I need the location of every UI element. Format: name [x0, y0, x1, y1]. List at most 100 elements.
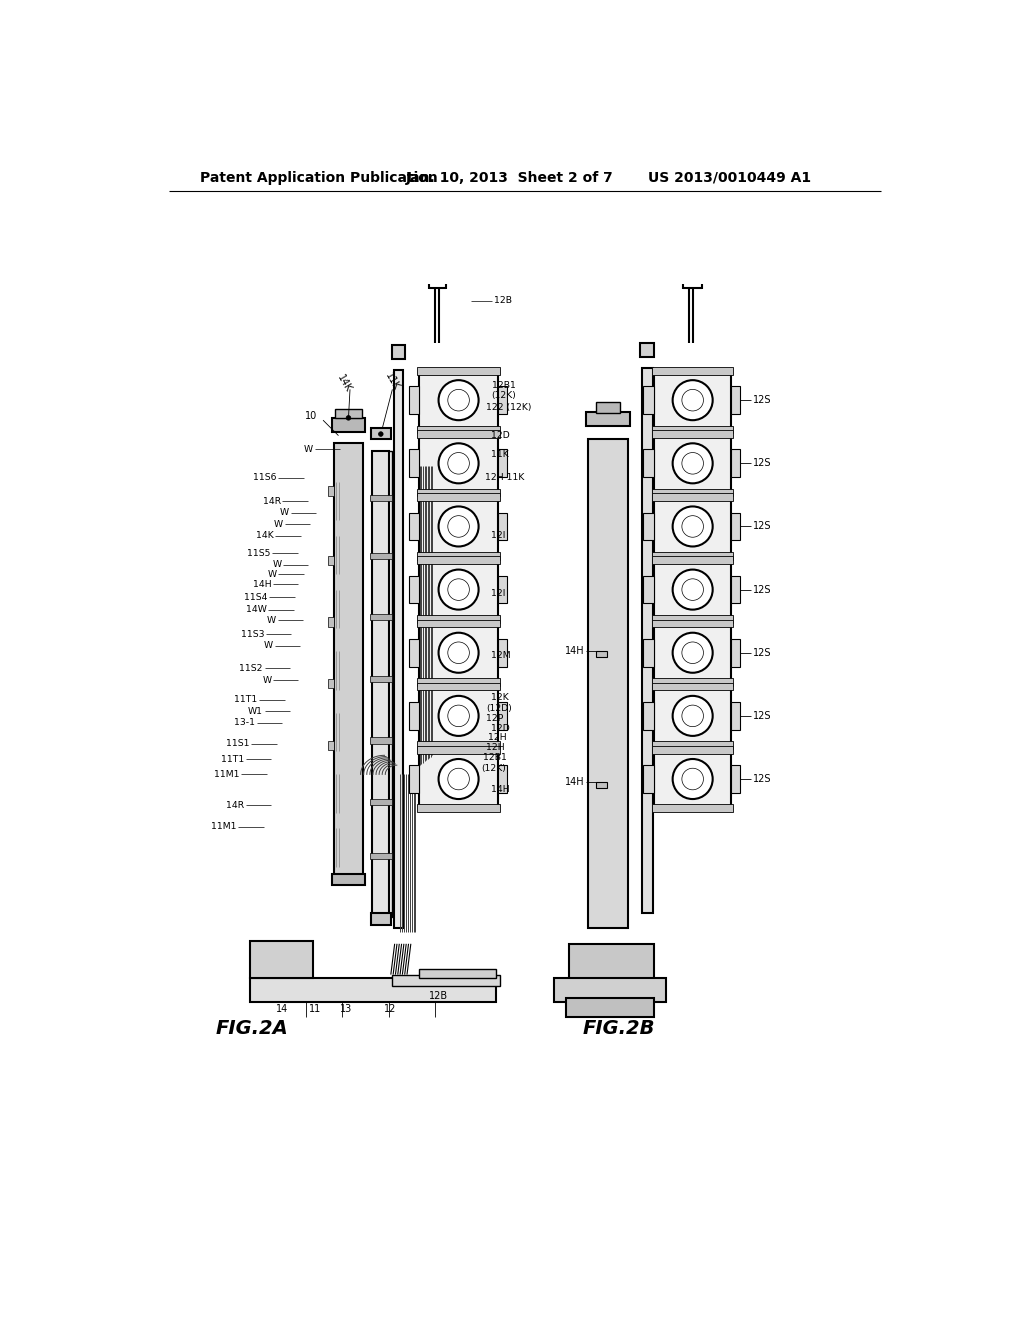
Bar	[565, 998, 654, 1016]
Text: (12K): (12K)	[490, 391, 516, 400]
Bar	[370, 853, 391, 859]
Bar	[419, 562, 498, 618]
Bar	[643, 702, 654, 730]
Bar	[417, 430, 500, 438]
Text: W: W	[267, 570, 276, 578]
Bar	[652, 746, 733, 754]
Bar	[596, 651, 607, 657]
Bar	[652, 742, 733, 748]
Text: 12H: 12H	[486, 743, 505, 752]
Bar	[643, 639, 654, 667]
Text: US 2013/0010449 A1: US 2013/0010449 A1	[648, 170, 811, 185]
Bar	[409, 766, 419, 793]
Bar	[652, 494, 733, 502]
Text: 12B: 12B	[494, 297, 512, 305]
Text: 12S: 12S	[753, 521, 771, 532]
Text: 11S5: 11S5	[248, 549, 270, 558]
Circle shape	[673, 632, 713, 673]
Text: 13: 13	[340, 1005, 352, 1014]
Bar	[642, 368, 652, 913]
Text: 11M1: 11M1	[214, 770, 240, 779]
Bar	[250, 978, 497, 1002]
Bar	[498, 766, 507, 793]
Bar	[731, 512, 740, 540]
Bar	[498, 639, 507, 667]
Text: 12H: 12H	[487, 733, 507, 742]
Text: 12S: 12S	[753, 774, 771, 784]
Text: 12D: 12D	[490, 723, 510, 733]
Text: FIG.2A: FIG.2A	[216, 1019, 289, 1038]
Bar	[731, 449, 740, 478]
Bar	[652, 804, 733, 812]
Bar	[409, 639, 419, 667]
Bar	[652, 425, 733, 433]
Text: W: W	[272, 561, 282, 569]
Bar	[652, 682, 733, 690]
Bar	[652, 552, 733, 560]
Text: 14H: 14H	[490, 785, 510, 795]
Circle shape	[438, 444, 478, 483]
Bar	[370, 495, 391, 502]
Bar	[383, 451, 392, 917]
Bar	[554, 978, 666, 1002]
Bar	[417, 367, 500, 375]
Text: 11K: 11K	[490, 450, 509, 459]
Bar	[643, 766, 654, 793]
Circle shape	[438, 507, 478, 546]
Text: 14R: 14R	[226, 801, 245, 809]
Text: W: W	[262, 676, 271, 685]
Bar	[417, 557, 500, 564]
Text: 14H: 14H	[565, 647, 585, 656]
Text: 12S: 12S	[753, 395, 771, 405]
Bar	[370, 799, 391, 805]
Text: 122 (12K): 122 (12K)	[486, 403, 531, 412]
Bar	[409, 512, 419, 540]
Circle shape	[438, 632, 478, 673]
Bar	[328, 618, 334, 627]
Bar	[392, 345, 404, 359]
Text: 11K: 11K	[383, 371, 401, 392]
Bar	[643, 576, 654, 603]
Bar	[596, 401, 621, 412]
Bar	[654, 751, 731, 807]
Text: 11: 11	[309, 1005, 322, 1014]
Circle shape	[438, 759, 478, 799]
Bar	[652, 488, 733, 496]
Bar	[417, 552, 500, 560]
Bar	[373, 451, 389, 917]
Text: 11S1: 11S1	[226, 739, 250, 748]
Text: 14H: 14H	[565, 777, 585, 787]
Bar	[370, 553, 391, 558]
Bar	[417, 615, 500, 623]
Bar	[419, 751, 498, 807]
Text: 11T1: 11T1	[234, 696, 258, 704]
Circle shape	[346, 416, 351, 420]
Bar	[498, 512, 507, 540]
Text: W: W	[280, 508, 289, 517]
Text: FIG.2B: FIG.2B	[583, 1019, 655, 1038]
Bar	[652, 619, 733, 627]
Text: Jan. 10, 2013  Sheet 2 of 7: Jan. 10, 2013 Sheet 2 of 7	[407, 170, 614, 185]
Text: 10: 10	[305, 412, 317, 421]
Bar	[652, 430, 733, 438]
Bar	[417, 425, 500, 433]
Bar	[643, 449, 654, 478]
Bar	[419, 969, 496, 978]
Bar	[409, 576, 419, 603]
Bar	[419, 499, 498, 554]
Text: 12I: 12I	[490, 531, 505, 540]
Circle shape	[673, 570, 713, 610]
Bar	[332, 874, 366, 884]
Text: 12S: 12S	[753, 711, 771, 721]
Bar	[250, 941, 313, 978]
Text: 11S6: 11S6	[253, 474, 276, 482]
Bar	[652, 367, 733, 375]
Bar	[419, 626, 498, 681]
Text: 12: 12	[384, 1005, 396, 1014]
Bar	[640, 343, 654, 358]
Bar	[654, 626, 731, 681]
Bar	[417, 742, 500, 748]
Bar	[370, 614, 391, 620]
Text: 13-1: 13-1	[234, 718, 255, 727]
Bar	[371, 913, 391, 924]
